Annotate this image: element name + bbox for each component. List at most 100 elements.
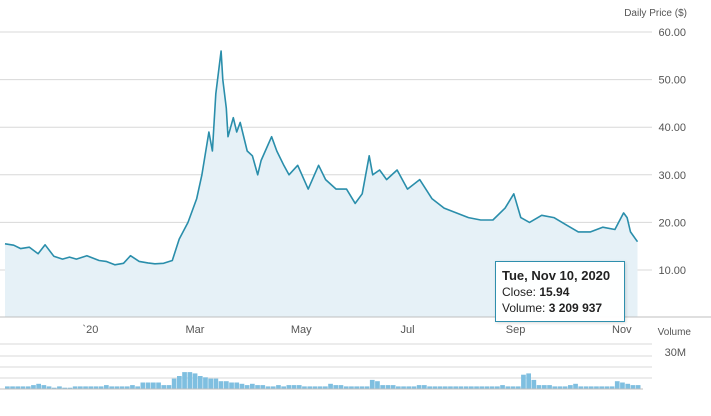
volume-bar: [422, 385, 427, 389]
volume-bar: [547, 385, 552, 389]
volume-bar: [562, 386, 568, 389]
volume-bar: [25, 386, 31, 389]
volume-bar: [302, 386, 307, 389]
volume-bar: [187, 372, 193, 389]
volume-bar: [317, 386, 323, 389]
volume-bar: [531, 379, 537, 389]
volume-label: Volume: [658, 327, 692, 338]
x-axis-labels: `20 Mar May Jul Sep Nov: [82, 324, 632, 336]
volume-bar: [588, 386, 594, 389]
volume-bar: [197, 376, 203, 389]
volume-bar: [192, 373, 198, 389]
volume-bar: [328, 383, 333, 389]
volume-bar: [333, 385, 339, 389]
volume-bar: [171, 378, 177, 389]
volume-bar: [635, 385, 641, 389]
x-tick-label: Jul: [400, 324, 414, 336]
volume-bar: [177, 376, 182, 389]
volume-bar: [276, 385, 281, 389]
volume-bar: [369, 379, 375, 389]
volume-bar: [229, 382, 234, 389]
volume-bar: [109, 386, 114, 389]
tooltip-volume: Volume: 3 209 937: [502, 300, 624, 316]
price-area: [5, 51, 638, 317]
volume-bar: [255, 385, 260, 389]
volume-bar: [161, 385, 167, 389]
volume-bar: [406, 386, 412, 389]
volume-bar: [208, 378, 213, 389]
volume-bar: [135, 386, 140, 389]
volume-bar: [474, 386, 479, 389]
volume-bar: [536, 385, 542, 389]
volume-bar: [599, 386, 604, 389]
volume-bar: [93, 386, 99, 389]
price-line[interactable]: [4, 50, 639, 266]
volume-bar: [442, 386, 448, 389]
volume-bar: [119, 386, 125, 389]
volume-bar: [620, 382, 625, 389]
x-tick-label: `20: [82, 324, 98, 336]
volume-bar: [51, 387, 57, 389]
x-tick-label: May: [291, 324, 312, 336]
volume-bar: [609, 386, 615, 389]
y-tick-label: 60.00: [658, 27, 686, 39]
volume-bar: [526, 373, 531, 389]
volume-bar: [385, 385, 391, 389]
volume-bar: [349, 386, 354, 389]
volume-bar: [41, 385, 47, 389]
volume-bar: [145, 382, 151, 389]
volume-bar: [182, 372, 187, 389]
volume-bar: [83, 386, 88, 389]
volume-bar: [244, 385, 250, 389]
volume-bar: [614, 381, 620, 389]
volume-bar: [500, 385, 505, 389]
volume-bar: [390, 385, 396, 389]
volume-bar: [521, 374, 526, 389]
volume-bar: [46, 386, 52, 389]
tooltip-date: Tue, Nov 10, 2020: [502, 268, 611, 283]
volume-bar: [72, 386, 78, 389]
volume-bar: [78, 386, 83, 389]
volume-bar: [396, 386, 401, 389]
volume-bar: [10, 386, 15, 389]
volume-bar: [260, 385, 266, 389]
volume-bar: [36, 383, 41, 389]
volume-bars: [5, 372, 641, 389]
tooltip-volume-value: 3 209 937: [548, 301, 603, 315]
volume-bar: [62, 387, 67, 389]
volume-bar: [265, 386, 271, 389]
x-tick-label: Mar: [185, 324, 204, 336]
volume-bar: [469, 386, 474, 389]
volume-bar: [5, 386, 10, 389]
volume-bar: [281, 386, 286, 389]
volume-bar: [130, 385, 135, 389]
x-tick-label: Sep: [506, 324, 526, 336]
volume-bar: [578, 386, 584, 389]
x-tick-label: Nov: [612, 324, 632, 336]
tooltip-volume-label: Volume:: [502, 301, 546, 315]
y-tick-label: 20.00: [658, 217, 686, 229]
volume-bar: [98, 386, 104, 389]
volume-bar: [234, 382, 240, 389]
volume-bar: [296, 385, 302, 389]
volume-bar: [20, 386, 26, 389]
tooltip-close-label: Close:: [502, 285, 537, 299]
volume-bar: [432, 386, 438, 389]
volume-bar: [416, 385, 422, 389]
volume-bar: [286, 385, 292, 389]
volume-gridlines: [0, 343, 652, 379]
volume-bar: [542, 385, 547, 389]
volume-bar: [515, 386, 521, 389]
volume-bar: [484, 386, 490, 389]
volume-bar: [552, 386, 558, 389]
volume-bar: [604, 386, 610, 389]
volume-bar: [323, 386, 328, 389]
volume-bar: [338, 385, 344, 389]
volume-bar: [427, 386, 432, 389]
volume-bar: [510, 386, 516, 389]
y-tick-label: 50.00: [658, 75, 686, 87]
volume-bar: [88, 386, 94, 389]
volume-bar: [343, 386, 349, 389]
volume-bar: [250, 383, 255, 389]
volume-bar: [307, 386, 313, 389]
